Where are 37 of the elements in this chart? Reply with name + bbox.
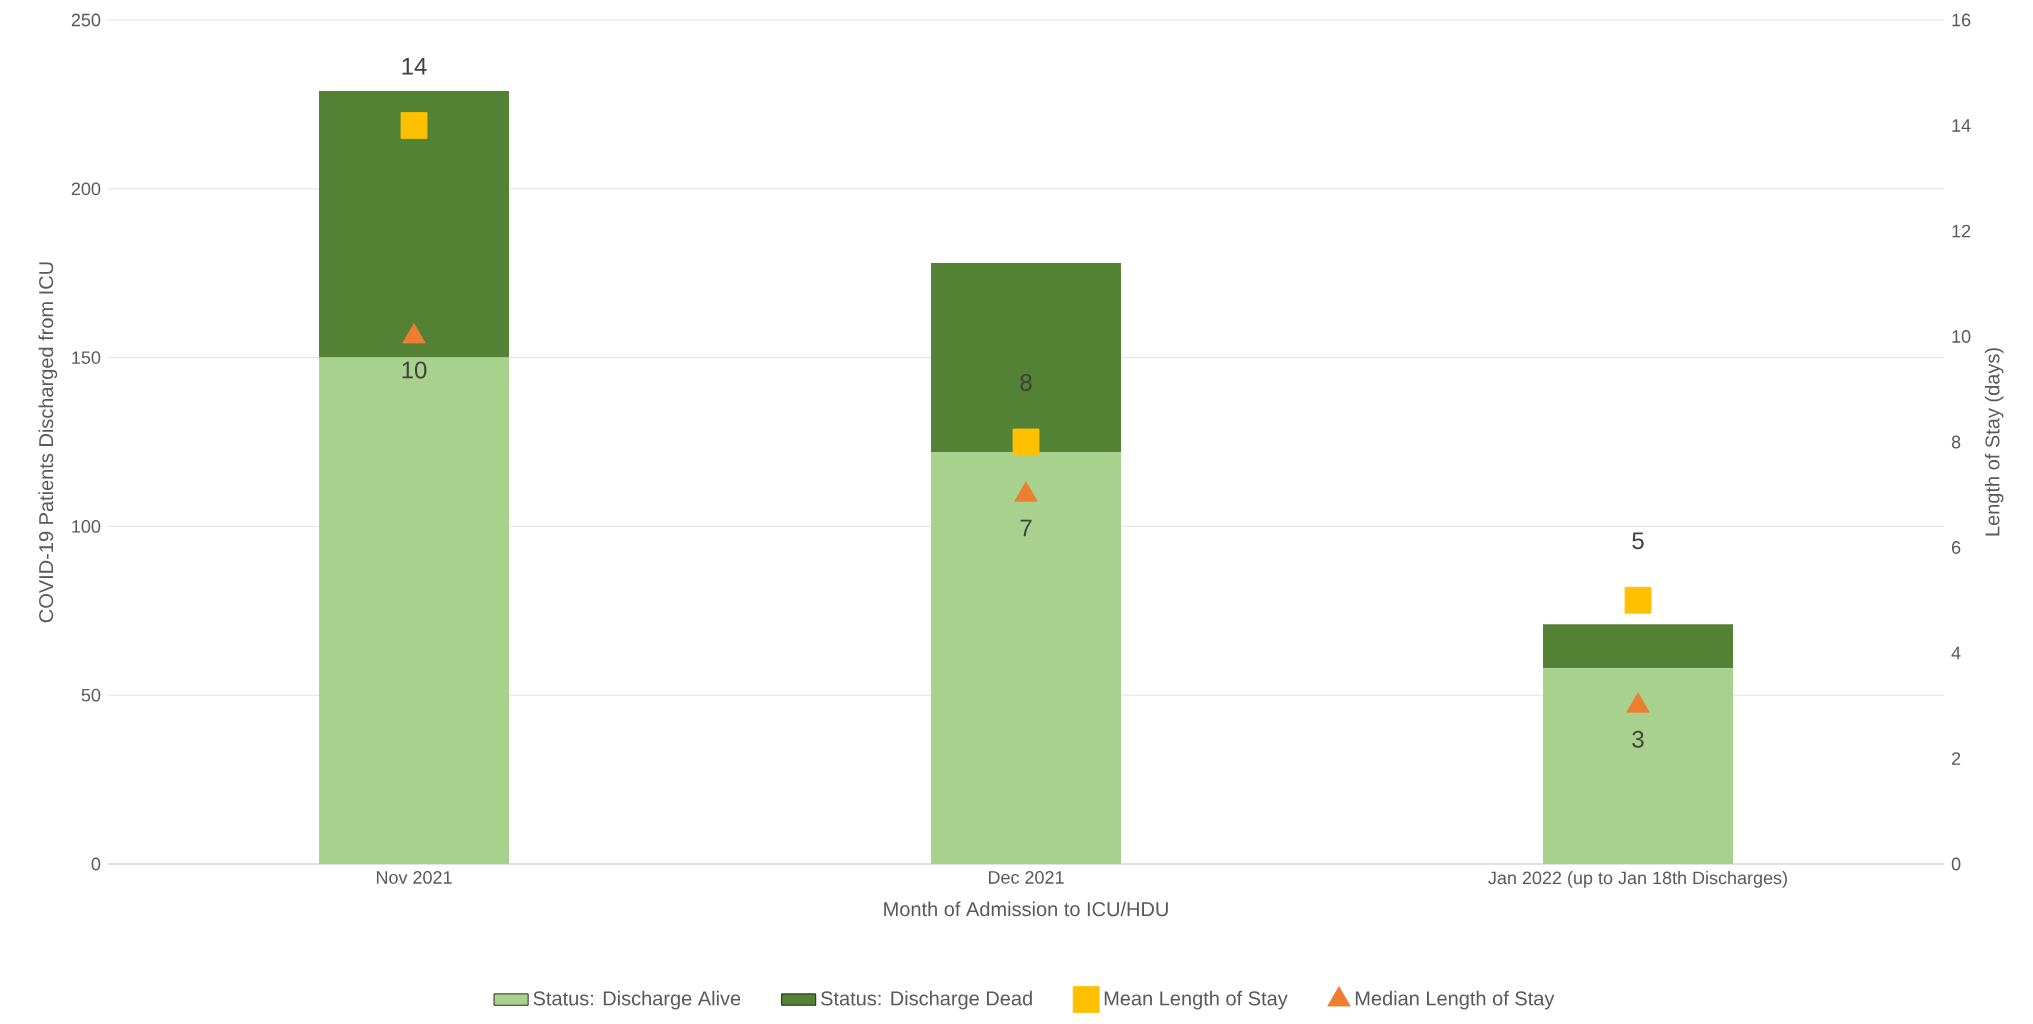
x-tick-label: Jan 2022 (up to Jan 18th Discharges) <box>1488 871 1787 888</box>
bar <box>1543 624 1734 669</box>
y-tick-label: 50 <box>81 688 101 702</box>
y2-tick-label: 0 <box>1951 857 1961 871</box>
x-tick-label: Dec 2021 <box>988 871 1064 884</box>
bar <box>1543 668 1734 864</box>
data-label: 7 <box>1020 519 1032 537</box>
data-label: 8 <box>1020 373 1032 391</box>
y2-tick-label: 10 <box>1952 330 1971 343</box>
y2-tick-label: 16 <box>1952 13 1971 27</box>
y2-tick-label: 6 <box>1952 541 1961 554</box>
y2-tick-label: 8 <box>1951 435 1961 449</box>
x-axis-title: Month of Admission to ICU/HDU <box>884 901 1168 917</box>
bar <box>319 90 510 358</box>
y2-tick-label: 12 <box>1952 224 1971 238</box>
bar <box>319 357 510 864</box>
legend-label: Mean Length of Stay <box>1104 990 1288 1010</box>
bar <box>931 452 1122 864</box>
y2-tick-label: 4 <box>1951 646 1961 660</box>
legend-label: Median Length of Stay <box>1355 990 1555 1010</box>
data-label: 14 <box>402 57 427 75</box>
y-tick-label: 100 <box>72 520 101 533</box>
y2-axis-title: Length of Stay (days) <box>1984 348 2004 536</box>
y-tick-label: 200 <box>71 182 101 196</box>
legend-label: Status: Discharge Alive <box>533 990 741 1010</box>
data-label: 10 <box>402 361 427 379</box>
data-label: 5 <box>1632 532 1644 550</box>
data-label: 3 <box>1632 730 1644 748</box>
bar <box>931 263 1122 453</box>
legend-label: Status: Discharge Dead <box>821 990 1032 1010</box>
y2-tick-label: 14 <box>1952 119 1971 132</box>
y2-tick-label: 2 <box>1952 752 1961 765</box>
y-tick-label: 0 <box>91 857 101 871</box>
y-axis-title: COVID-19 Patients Discharged from ICU <box>38 262 58 623</box>
y-tick-label: 250 <box>71 13 101 27</box>
x-tick-label: Nov 2021 <box>376 871 452 884</box>
y-tick-label: 150 <box>72 351 101 364</box>
